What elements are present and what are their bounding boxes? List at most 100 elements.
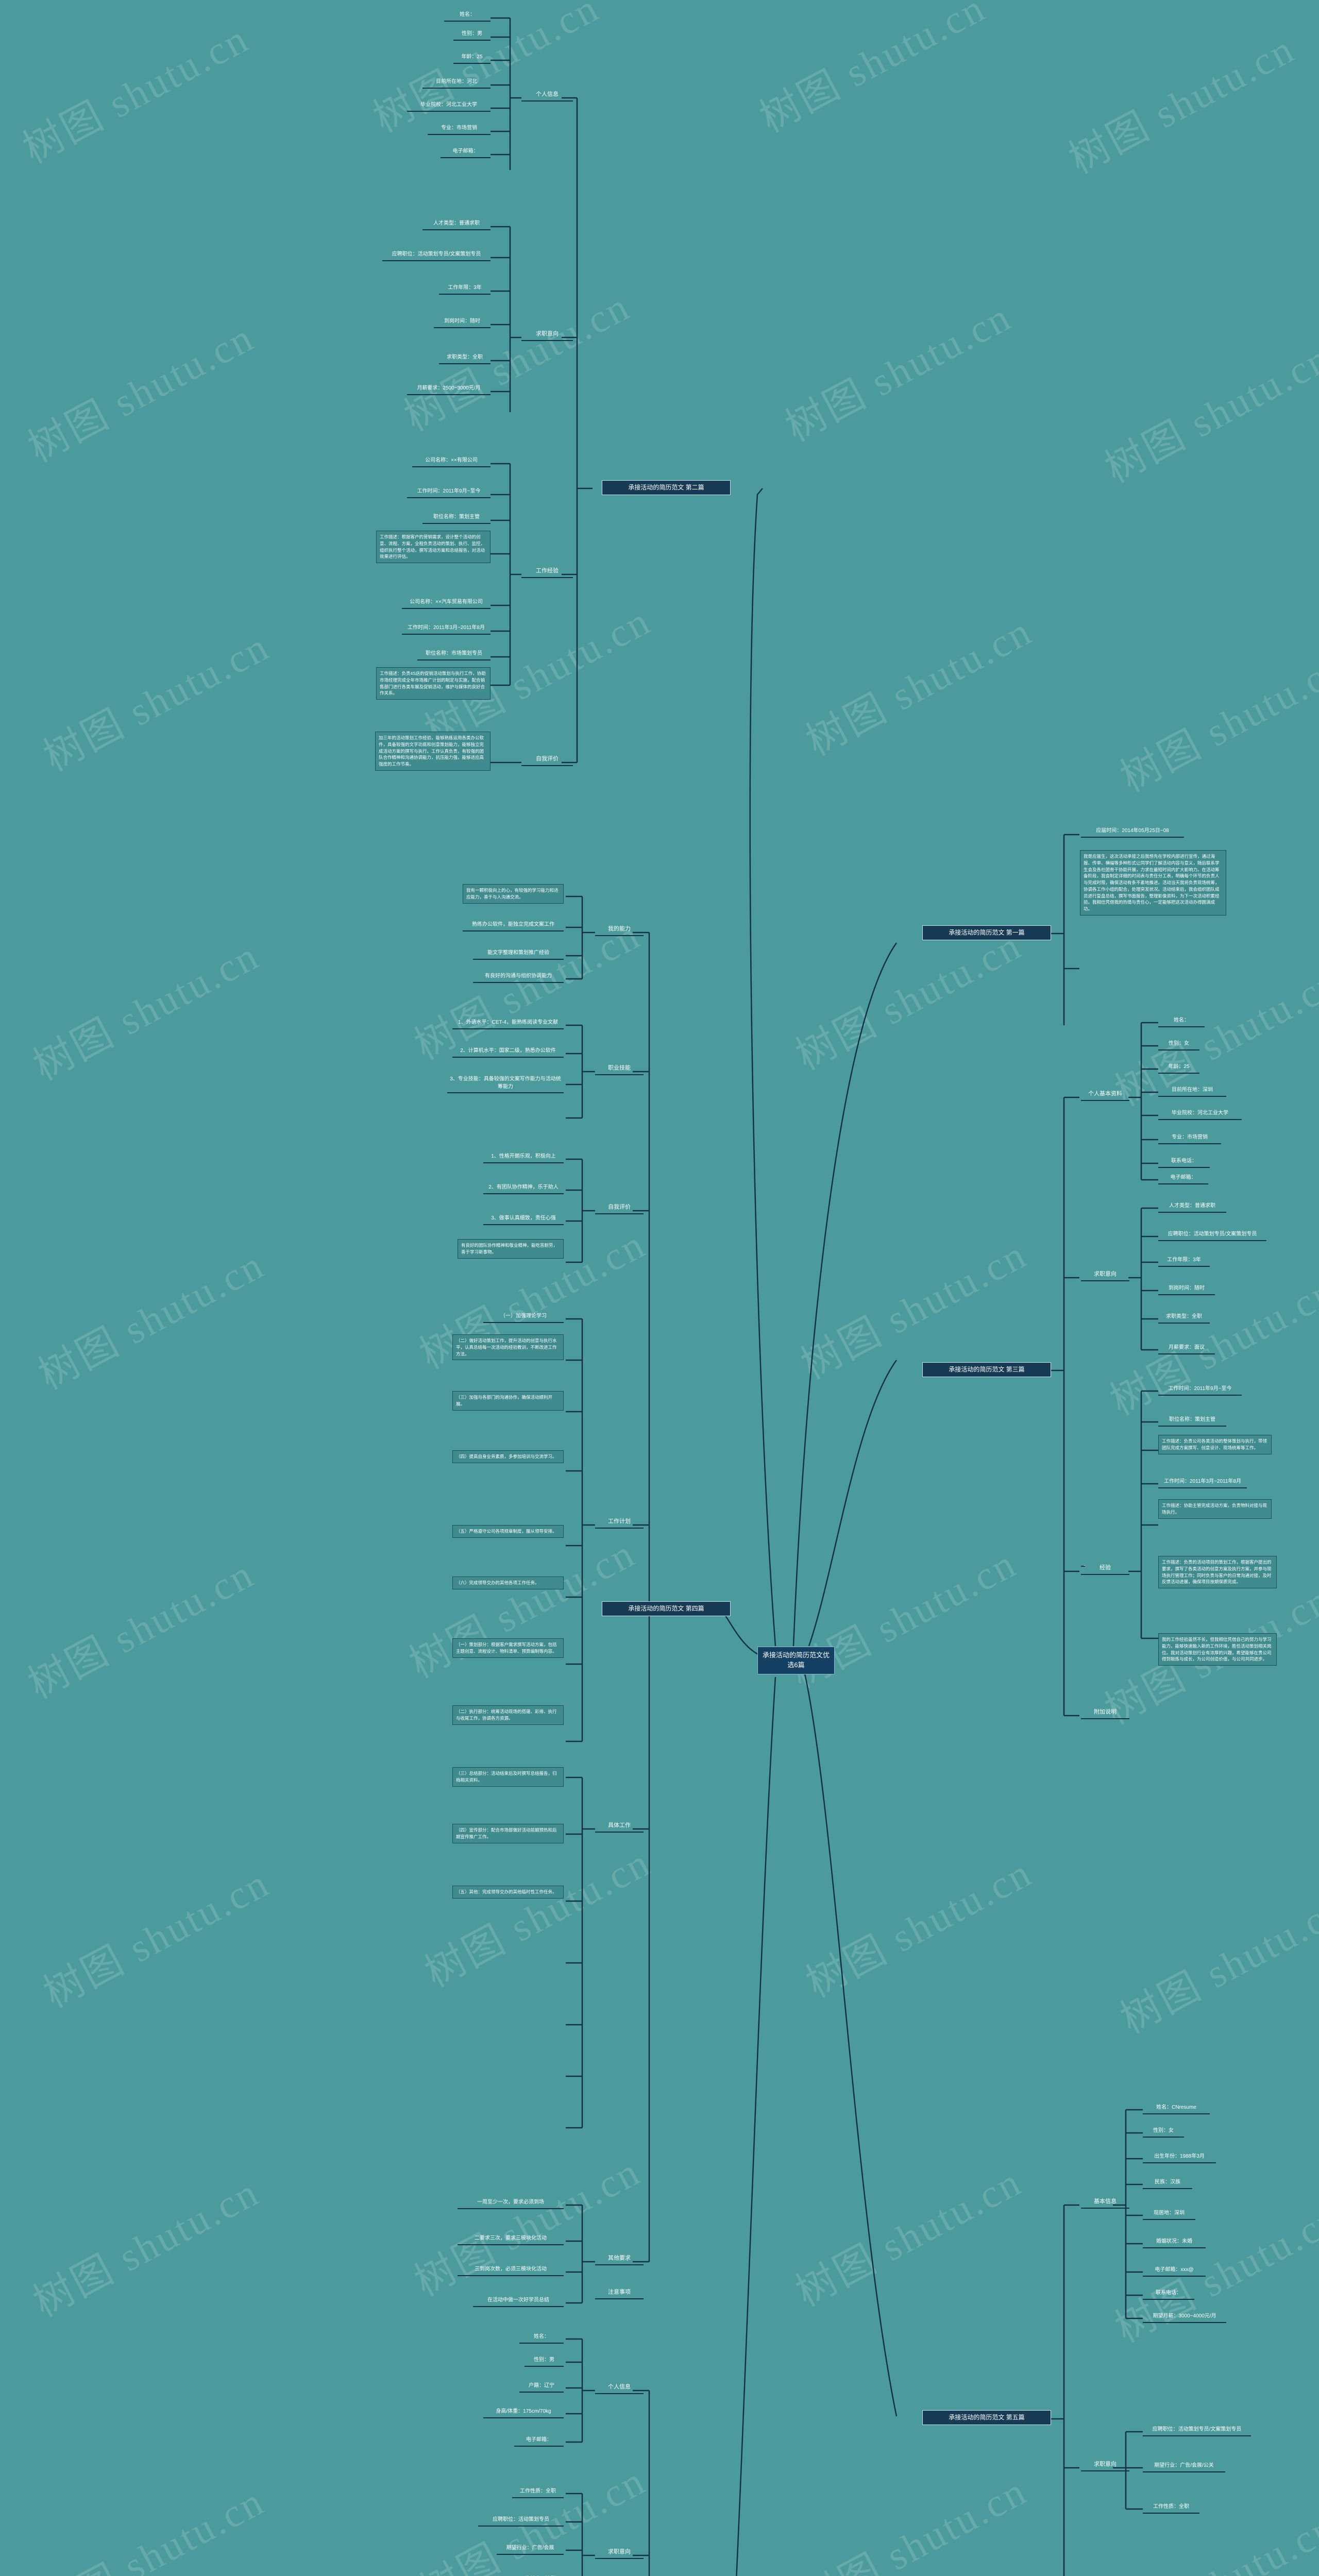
- field-other-1-b4[interactable]: 一周至少一次，要求必须到场: [458, 2198, 564, 2209]
- group-self-eval-b4[interactable]: 自我评价: [595, 1202, 644, 1214]
- field-extra-text-b3[interactable]: 我的工作经验虽然不长，但我相信凭借自己的努力与学习能力，能够快速融入新的工作环境…: [1158, 1633, 1277, 1666]
- branch-node-1[interactable]: 承接活动的简历范文 第一篇: [922, 925, 1051, 941]
- field-ability-text-b4[interactable]: 我有一颗积极向上的心，有较强的学习能力和适应能力，善于与人沟通交流。: [463, 884, 564, 904]
- field-industry-b6[interactable]: 期望行业：广告/会展: [497, 2544, 564, 2555]
- field-duty-2-b2[interactable]: 工作描述：负责4S店的促销活动策划与执行工作，协助市场经理完成全年市场推广计划的…: [376, 667, 491, 700]
- field-location-b3[interactable]: 目前所在地：深圳: [1158, 1086, 1226, 1097]
- group-personal-info-b2[interactable]: 个人信息: [521, 90, 573, 101]
- field-duty-2-b3[interactable]: 工作描述：协助主管完成活动方案，负责物料对接与现场执行。: [1158, 1499, 1272, 1519]
- field-self-1-b4[interactable]: 1、性格开朗乐观，积极向上: [483, 1152, 564, 1163]
- field-work-2-b4[interactable]: （二）执行部分：统筹活动现场的搭建、彩排、执行与收尾工作，协调各方资源。: [452, 1705, 564, 1725]
- field-period-1-b3[interactable]: 工作时间：2011年9月~至今: [1158, 1384, 1242, 1396]
- field-duty-1-b2[interactable]: 工作描述：根据客户的营销需求，设计整个活动的创意、流程、方案，全程负责活动的策划…: [376, 531, 491, 563]
- field-title-1-b3[interactable]: 职位名称：策划主管: [1158, 1415, 1226, 1427]
- field-salary-b2[interactable]: 月薪要求：2500~3000元/月: [407, 384, 491, 395]
- branch-node-5[interactable]: 承接活动的简历范文 第五篇: [922, 2410, 1051, 2426]
- field-email-b2[interactable]: 电子邮箱：: [441, 147, 491, 158]
- field-major-b2[interactable]: 专业：市场营销: [428, 124, 491, 135]
- group-job-intent-b5[interactable]: 求职意向: [1081, 2460, 1129, 2471]
- group-plan-b4[interactable]: 工作计划: [595, 1517, 644, 1529]
- field-position-b6[interactable]: 应聘职位：活动策划专员: [478, 2515, 564, 2527]
- field-gender-b2[interactable]: 性别：男: [453, 29, 491, 41]
- field-marital-b5[interactable]: 婚姻状况：未婚: [1143, 2237, 1206, 2248]
- field-self-eval-b3[interactable]: 工作描述：负责的活动项目的策划工作，根据客户提出的要求，撰写了各类活动的创意方案…: [1158, 1556, 1277, 1588]
- field-gender-b5[interactable]: 性别：女: [1143, 2126, 1184, 2138]
- group-job-intent-b3[interactable]: 求职意向: [1081, 1269, 1129, 1281]
- field-other-2-b4[interactable]: 二要求三次，要求三模块化活动: [458, 2234, 564, 2245]
- field-job-type-b6[interactable]: 工作性质：全职: [512, 2487, 564, 2498]
- field-plan-2-b4[interactable]: （二）做好活动策划工作，提升活动的创意与执行水平，认真总结每一次活动的经验教训，…: [452, 1334, 564, 1361]
- field-intent-1-b5[interactable]: 应聘职位：活动策划专员/文案策划专员: [1143, 2425, 1251, 2436]
- field-position-b3[interactable]: 应聘职位：活动策划专员/文案策划专员: [1158, 1230, 1266, 1241]
- field-name-b5[interactable]: 姓名：CNresume: [1143, 2103, 1210, 2114]
- field-name-b3[interactable]: 姓名：: [1158, 1016, 1205, 1027]
- field-other-3-b4[interactable]: 三到岗次数，必须三模块化活动: [458, 2265, 564, 2276]
- field-city-b5[interactable]: 现居地：深圳: [1143, 2209, 1195, 2220]
- field-work-1-b4[interactable]: （一）策划部分：根据客户需求撰写活动方案，包括主题创意、流程设计、物料清单、预算…: [452, 1638, 564, 1658]
- field-phone-b5[interactable]: 联系电话：: [1143, 2289, 1194, 2300]
- field-age-b2[interactable]: 年龄：25: [453, 53, 491, 64]
- field-ability-2-b4[interactable]: 能文字整理和策划推广经验: [473, 948, 564, 960]
- group-job-intent-b2[interactable]: 求职意向: [521, 329, 573, 341]
- field-gender-b6[interactable]: 性别：男: [525, 2355, 564, 2367]
- group-work-exp-b2[interactable]: 工作经验: [521, 566, 573, 578]
- label-other-note-b4[interactable]: 注意事项: [595, 2287, 644, 2299]
- field-email-b3[interactable]: 电子邮箱：: [1158, 1173, 1208, 1184]
- field-period-1-b2[interactable]: 工作时间：2011年9月~至今: [407, 487, 491, 498]
- field-plan-5-b4[interactable]: （五）严格遵守公司各项规章制度，服从领导安排。: [452, 1525, 564, 1538]
- field-major-b3[interactable]: 专业：市场营销: [1158, 1133, 1221, 1144]
- group-skills-b4[interactable]: 职业技能: [595, 1063, 644, 1075]
- field-phone-b3[interactable]: 联系电话：: [1158, 1157, 1210, 1168]
- field-company-1-b2[interactable]: 公司名称：××有限公司: [412, 456, 491, 467]
- field-job-type-b2[interactable]: 求职类型：全职: [439, 353, 491, 364]
- branch-node-2[interactable]: 承接活动的简历范文 第二篇: [602, 480, 731, 496]
- field-name-b6[interactable]: 姓名：: [519, 2332, 564, 2344]
- field-household-b6[interactable]: 户籍：辽宁: [519, 2381, 564, 2393]
- field-name-b2[interactable]: 姓名：: [444, 10, 491, 22]
- field-self-2-b4[interactable]: 2、有团队协作精神，乐于助人: [483, 1183, 564, 1194]
- field-work-5-b4[interactable]: （五）其他：完成领导交办的其他临时性工作任务。: [452, 1886, 564, 1899]
- field-company-2-b2[interactable]: 公司名称：××汽车贸易有限公司: [402, 598, 491, 609]
- group-self-eval-b3[interactable]: 自我评价: [1081, 1563, 1085, 1567]
- field-salary-b3[interactable]: 月薪要求：面议: [1158, 1343, 1215, 1354]
- field-salary-b5[interactable]: 期望月薪：3000~4000元/月: [1143, 2312, 1226, 2323]
- field-position-b2[interactable]: 应聘职位：活动策划专员/文案策划专员: [382, 250, 491, 261]
- field-self-eval-text-b2[interactable]: 加三年的活动策划工作经验，能够熟练运用各类办公软件，具备较强的文字功底和创意策划…: [375, 732, 491, 771]
- field-height-b6[interactable]: 身高/体重：175cm/70kg: [483, 2407, 564, 2418]
- field-arrive-b3[interactable]: 到岗时间：随时: [1158, 1284, 1215, 1295]
- field-email-b6[interactable]: 电子邮箱：: [514, 2435, 564, 2447]
- branch-node-4[interactable]: 承接活动的简历范文 第四篇: [602, 1601, 731, 1617]
- group-job-intent-b6[interactable]: 求职意向: [595, 2547, 644, 2559]
- field-other-4-b4[interactable]: 在活动中做一次好学员总结: [473, 2296, 564, 2307]
- root-node[interactable]: 承接活动的简历范文优选6篇: [757, 1647, 835, 1674]
- group-personal-info-b6[interactable]: 个人信息: [595, 2382, 644, 2394]
- field-period-2-b3[interactable]: 工作时间：2011年3月~2011年8月: [1158, 1477, 1247, 1488]
- field-work-3-b4[interactable]: （三）总结部分：活动结束后及时撰写总结报告，归档相关资料。: [452, 1767, 564, 1787]
- field-work-4-b4[interactable]: （四）宣传部分：配合市场部做好活动前期预热和后期宣传推广工作。: [452, 1824, 564, 1843]
- field-title-1-b2[interactable]: 职位名称：策划主管: [422, 513, 491, 524]
- field-plan-6-b4[interactable]: （六）完成领导交办的其他各项工作任务。: [452, 1577, 564, 1589]
- field-email-b5[interactable]: 电子邮箱：xxx@: [1143, 2265, 1206, 2277]
- field-plan-4-b4[interactable]: （四）提高自身业务素质，多参加培训与交流学习。: [452, 1450, 564, 1463]
- field-duty-1-b3[interactable]: 工作描述：负责公司各类活动的整体策划与执行，带领团队完成方案撰写、创意设计、现场…: [1158, 1435, 1272, 1454]
- field-school-b2[interactable]: 毕业院校：河北工业大学: [407, 100, 491, 112]
- field-location-b2[interactable]: 目前所在地：河北: [422, 77, 491, 89]
- field-intent-2-b5[interactable]: 期望行业：广告/会展/公关: [1143, 2461, 1225, 2472]
- field-work-years-b2[interactable]: 工作年限：3年: [439, 283, 491, 295]
- field-date-b1[interactable]: 应届时间：2014年05月25日~08: [1081, 826, 1184, 838]
- field-ability-1-b4[interactable]: 熟练办公软件，能独立完成文案工作: [463, 920, 564, 931]
- field-gender-b3[interactable]: 性别：女: [1158, 1039, 1199, 1050]
- field-age-b3[interactable]: 年龄：25: [1158, 1062, 1199, 1074]
- field-talent-type-b3[interactable]: 人才类型：普通求职: [1158, 1201, 1226, 1213]
- group-personal-info-b3[interactable]: 个人基本资料: [1081, 1089, 1129, 1101]
- field-school-b3[interactable]: 毕业院校：河北工业大学: [1158, 1109, 1242, 1120]
- group-basic-info-b5[interactable]: 基本信息: [1081, 2197, 1129, 2209]
- group-experience-b3[interactable]: 经验: [1081, 1563, 1129, 1575]
- field-title-2-b2[interactable]: 职位名称：市场策划专员: [417, 649, 491, 660]
- field-plan-1-b4[interactable]: （一）加强理论学习: [483, 1312, 564, 1323]
- field-work-years-b3[interactable]: 工作年限：3年: [1158, 1256, 1210, 1267]
- group-work-b4[interactable]: 具体工作: [595, 1821, 644, 1833]
- field-nation-b5[interactable]: 民族：汉族: [1143, 2178, 1192, 2189]
- branch-node-3[interactable]: 承接活动的简历范文 第三篇: [922, 1362, 1051, 1378]
- field-skill-1-b4[interactable]: 1、外语水平：CET-4，能熟练阅读专业文献: [452, 1018, 564, 1029]
